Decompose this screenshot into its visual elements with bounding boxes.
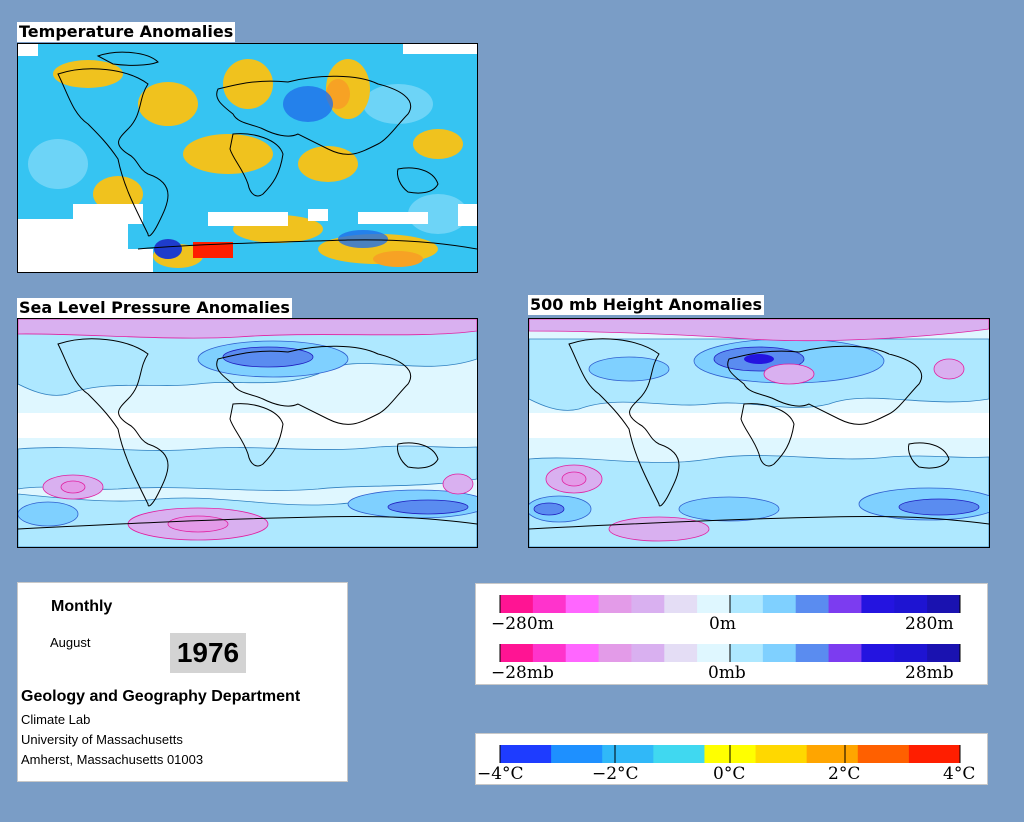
scale-swatch	[602, 745, 654, 763]
scale-swatch	[500, 644, 534, 662]
scale-swatch	[664, 644, 698, 662]
pressure-min-label: −28mb	[491, 663, 554, 683]
scale-swatch	[755, 745, 808, 763]
scale-swatch	[857, 745, 910, 763]
temp-label-neg4: −4°C	[477, 764, 524, 784]
scale-swatch	[598, 595, 632, 613]
lab-label: Climate Lab	[21, 712, 91, 727]
scale-swatch	[730, 644, 764, 662]
scale-swatch	[861, 644, 895, 662]
scale-swatch	[697, 595, 731, 613]
height500-map-title: 500 mb Height Anomalies	[528, 295, 765, 315]
scale-swatch	[598, 644, 632, 662]
height-pressure-legend: −280m 0m 280m −28mb 0mb 28mb	[475, 583, 988, 685]
temperature-map-title: Temperature Anomalies	[17, 22, 236, 42]
scale-swatch	[795, 595, 830, 613]
scale-swatch	[894, 595, 928, 613]
scale-swatch	[806, 745, 859, 763]
scale-swatch	[551, 745, 603, 763]
scale-swatch	[730, 595, 764, 613]
scale-swatch	[653, 745, 705, 763]
address-label: Amherst, Massachusetts 01003	[21, 752, 204, 767]
scale-swatch	[861, 595, 895, 613]
temp-label-neg2: −2°C	[592, 764, 639, 784]
university-label: University of Massachusetts	[21, 732, 183, 747]
height-color-scale	[499, 595, 961, 613]
temperature-anomaly-map	[17, 43, 478, 273]
scale-swatch	[532, 644, 567, 662]
scale-swatch	[908, 745, 961, 763]
slp-map-title: Sea Level Pressure Anomalies	[17, 298, 292, 318]
temp-label-0: 0°C	[713, 764, 745, 784]
pressure-color-scale	[499, 644, 961, 662]
scale-swatch	[631, 644, 665, 662]
department-label: Geology and Geography Department	[21, 688, 301, 705]
period-type-label: Monthly	[51, 598, 113, 615]
year-label: 1976	[170, 633, 246, 673]
scale-swatch	[500, 745, 552, 763]
pressure-max-label: 28mb	[905, 663, 954, 683]
scale-swatch	[500, 595, 534, 613]
scale-swatch	[565, 644, 600, 662]
scale-swatch	[927, 644, 961, 662]
temp-label-2: 2°C	[828, 764, 860, 784]
scale-swatch	[532, 595, 567, 613]
info-panel: Monthly August 1976 Geology and Geograph…	[17, 582, 348, 782]
scale-swatch	[762, 595, 797, 613]
temperature-legend: −4°C −2°C 0°C 2°C 4°C	[475, 733, 988, 785]
pressure-mid-label: 0mb	[708, 663, 746, 683]
height-mid-label: 0m	[709, 614, 736, 634]
temperature-color-scale	[499, 745, 961, 763]
500mb-height-map	[528, 318, 990, 548]
sea-level-pressure-map	[17, 318, 478, 548]
scale-swatch	[664, 595, 698, 613]
height-min-label: −280m	[491, 614, 554, 634]
scale-swatch	[697, 644, 731, 662]
scale-swatch	[565, 595, 600, 613]
scale-swatch	[927, 595, 961, 613]
height-max-label: 280m	[905, 614, 954, 634]
scale-swatch	[828, 595, 862, 613]
month-label: August	[50, 635, 91, 650]
scale-swatch	[631, 595, 665, 613]
scale-swatch	[762, 644, 797, 662]
temp-label-4: 4°C	[943, 764, 975, 784]
scale-swatch	[795, 644, 830, 662]
scale-swatch	[828, 644, 862, 662]
scale-swatch	[894, 644, 928, 662]
